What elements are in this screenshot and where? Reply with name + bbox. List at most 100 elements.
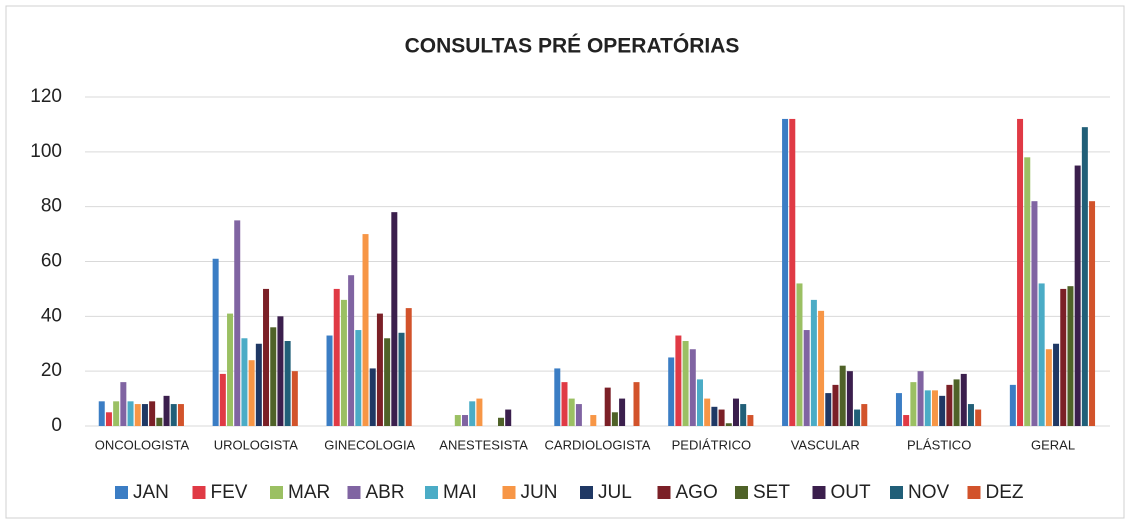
bar <box>789 118 796 426</box>
bar <box>163 395 170 426</box>
bar <box>810 299 817 426</box>
bar <box>946 384 953 426</box>
x-tick-label: UROLOGISTA <box>214 437 299 452</box>
y-tick-label: 0 <box>51 415 62 436</box>
x-tick-label: PEDIÁTRICO <box>672 437 751 452</box>
bar <box>291 371 298 426</box>
bar <box>234 220 241 426</box>
bar <box>619 398 626 426</box>
bar <box>689 349 696 426</box>
bar <box>846 371 853 426</box>
bar <box>170 404 177 426</box>
bar <box>782 118 789 426</box>
bar <box>740 404 747 426</box>
bar <box>711 406 718 426</box>
bar <box>462 415 469 426</box>
legend-label: NOV <box>908 482 950 503</box>
bar <box>1024 157 1031 427</box>
bar <box>355 330 362 426</box>
bar <box>668 357 675 426</box>
bar <box>682 341 689 426</box>
bar <box>1074 165 1081 426</box>
bar <box>590 415 597 426</box>
bar <box>227 313 234 426</box>
legend-swatch <box>115 486 128 499</box>
bar <box>939 395 946 426</box>
bar <box>498 417 505 426</box>
legend-label: JAN <box>133 482 169 503</box>
x-tick-label: ONCOLOGISTA <box>95 437 190 452</box>
bar <box>839 365 846 426</box>
bar <box>241 338 248 426</box>
legend-label: MAI <box>443 482 477 503</box>
bar <box>604 387 611 426</box>
bar <box>113 401 120 426</box>
bar <box>1089 201 1096 426</box>
bar <box>1009 384 1016 426</box>
bar <box>796 283 803 426</box>
bar <box>1031 201 1038 426</box>
bar <box>105 412 112 426</box>
chart-title: CONSULTAS PRÉ OPERATÓRIAS <box>405 34 740 58</box>
bar <box>1045 349 1052 426</box>
bar <box>505 409 512 426</box>
bar <box>568 398 575 426</box>
bar <box>675 335 682 426</box>
legend-swatch <box>812 486 826 499</box>
bar <box>454 415 461 426</box>
legend-swatch <box>425 486 438 499</box>
bar <box>561 382 568 426</box>
bar <box>953 379 960 426</box>
bar <box>818 310 825 426</box>
bar <box>384 338 391 426</box>
bar <box>633 382 640 426</box>
bar <box>376 313 383 426</box>
bar <box>832 384 839 426</box>
bar <box>391 212 398 426</box>
bar <box>369 368 376 426</box>
bar <box>931 390 938 426</box>
bar <box>917 371 924 426</box>
legend-swatch <box>735 486 748 499</box>
x-tick-label: VASCULAR <box>791 437 860 452</box>
legend-label: AGO <box>676 482 718 503</box>
bar <box>696 379 703 426</box>
bar <box>975 409 982 426</box>
legend-label: SET <box>753 482 790 503</box>
legend-swatch <box>270 486 283 499</box>
y-tick-label: 80 <box>41 196 62 217</box>
x-tick-label: GERAL <box>1031 437 1075 452</box>
bar <box>924 390 931 426</box>
x-tick-label: CARDIOLOGISTA <box>545 437 651 452</box>
bar <box>284 341 291 426</box>
legend-swatch <box>890 486 903 499</box>
legend-swatch <box>967 486 981 499</box>
bar <box>248 360 255 426</box>
bar <box>127 401 134 426</box>
x-tick-label: GINECOLOGIA <box>324 437 415 452</box>
legend-label: JUL <box>598 482 632 503</box>
bar <box>405 308 412 426</box>
bar <box>903 415 910 426</box>
bar <box>861 404 868 426</box>
bar <box>854 409 861 426</box>
bar <box>156 417 163 426</box>
bar <box>255 343 262 426</box>
x-tick-label: ANESTESISTA <box>439 437 528 452</box>
bar <box>149 401 156 426</box>
legend-label: FEV <box>211 482 248 503</box>
bar <box>910 382 917 426</box>
bar <box>704 398 711 426</box>
x-tick-label: PLÁSTICO <box>907 437 971 452</box>
bar <box>554 368 561 426</box>
legend-label: OUT <box>831 482 872 503</box>
legend-swatch <box>657 486 671 499</box>
bar <box>277 316 284 426</box>
legend-label: ABR <box>366 482 405 503</box>
bar <box>1053 343 1060 426</box>
bar <box>348 275 355 426</box>
bar <box>219 373 226 426</box>
bar <box>1038 283 1045 426</box>
legend-swatch <box>347 486 361 499</box>
